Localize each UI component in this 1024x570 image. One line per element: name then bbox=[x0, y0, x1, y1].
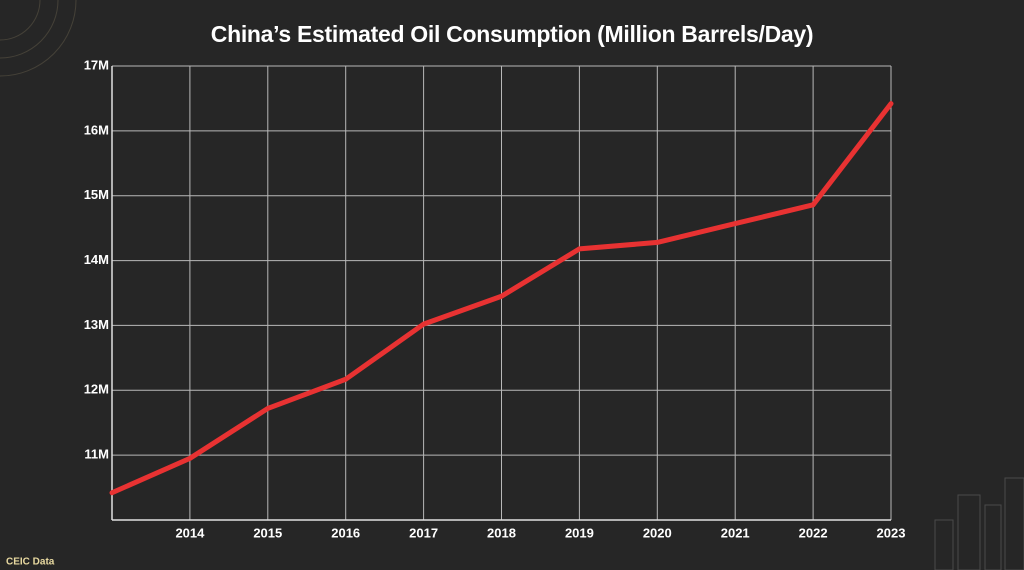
x-tick-label: 2019 bbox=[565, 525, 594, 540]
y-tick-label: 11M bbox=[84, 447, 109, 462]
decor-arcs bbox=[0, 0, 77, 77]
y-tick-label: 14M bbox=[84, 252, 109, 267]
y-tick-label: 17M bbox=[84, 57, 109, 72]
x-tick-label: 2022 bbox=[799, 525, 828, 540]
x-tick-label: 2023 bbox=[877, 525, 906, 540]
chart-title: China’s Estimated Oil Consumption (Milli… bbox=[211, 21, 813, 47]
y-tick-label: 16M bbox=[84, 122, 109, 137]
y-tick-label: 12M bbox=[84, 382, 109, 397]
data-line bbox=[109, 101, 894, 496]
x-tick-label: 2016 bbox=[331, 525, 360, 540]
x-tick-label: 2015 bbox=[253, 525, 282, 540]
x-tick-label: 2017 bbox=[409, 525, 438, 540]
y-tick-label: 15M bbox=[84, 187, 109, 202]
x-tick-label: 2021 bbox=[721, 525, 750, 540]
decor-buildings bbox=[934, 477, 1024, 570]
x-tick-label: 2014 bbox=[175, 525, 205, 540]
x-tick-label: 2020 bbox=[643, 525, 672, 540]
source: CEIC Data bbox=[6, 557, 55, 568]
x-tick-label: 2018 bbox=[487, 525, 516, 540]
y-tick-label: 13M bbox=[84, 317, 109, 332]
